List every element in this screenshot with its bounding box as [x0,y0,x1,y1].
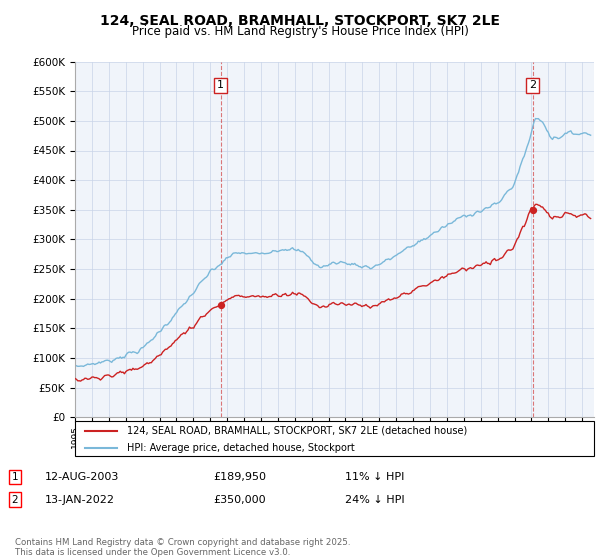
Point [528,206,538,214]
Text: 1: 1 [217,80,224,90]
Text: 1: 1 [11,472,19,482]
Text: 2: 2 [529,80,536,90]
Text: 124, SEAL ROAD, BRAMHALL, STOCKPORT, SK7 2LE (detached house): 124, SEAL ROAD, BRAMHALL, STOCKPORT, SK7… [127,426,467,436]
Text: 13-JAN-2022: 13-JAN-2022 [45,494,115,505]
Point [216,300,226,309]
Text: HPI: Average price, detached house, Stockport: HPI: Average price, detached house, Stoc… [127,442,355,452]
Text: 2: 2 [11,494,19,505]
Text: 124, SEAL ROAD, BRAMHALL, STOCKPORT, SK7 2LE: 124, SEAL ROAD, BRAMHALL, STOCKPORT, SK7… [100,14,500,28]
Text: £350,000: £350,000 [213,494,266,505]
Text: 11% ↓ HPI: 11% ↓ HPI [345,472,404,482]
Text: Price paid vs. HM Land Registry's House Price Index (HPI): Price paid vs. HM Land Registry's House … [131,25,469,38]
FancyBboxPatch shape [75,421,594,456]
Text: Contains HM Land Registry data © Crown copyright and database right 2025.
This d: Contains HM Land Registry data © Crown c… [15,538,350,557]
Text: £189,950: £189,950 [213,472,266,482]
Text: 12-AUG-2003: 12-AUG-2003 [45,472,119,482]
Text: 24% ↓ HPI: 24% ↓ HPI [345,494,404,505]
